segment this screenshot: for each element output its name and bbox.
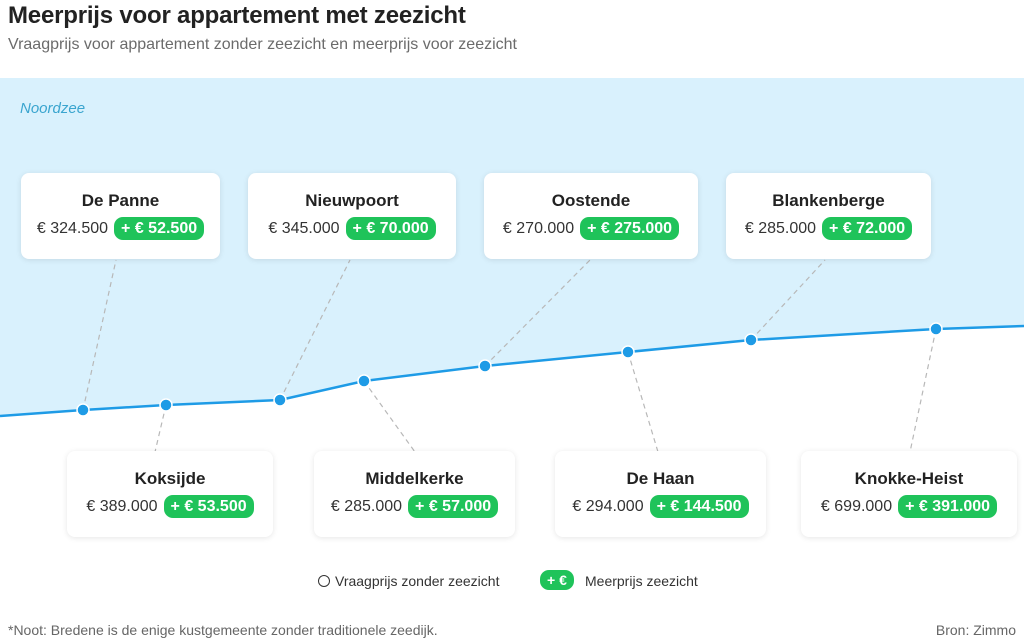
source-credit: Bron: Zimmo: [935, 622, 1016, 638]
town-premium: + € 275.000: [580, 217, 680, 240]
town-dot-nieuwpoort: [273, 393, 287, 407]
footnote: *Noot: Bredene is de enige kustgemeente …: [8, 622, 438, 638]
connector-oostende: [484, 259, 591, 367]
town-dot-de-haan: [621, 345, 635, 359]
town-card-middelkerke: Middelkerke € 285.000 + € 57.000: [314, 451, 515, 537]
town-dot-knokke-heist: [929, 322, 943, 336]
connector-nieuwpoort: [279, 259, 351, 401]
town-price: € 699.000: [820, 497, 893, 515]
town-card-oostende: Oostende € 270.000 + € 275.000: [484, 173, 698, 259]
town-name: Nieuwpoort: [305, 191, 399, 210]
legend-premium-pill: + €: [540, 570, 574, 590]
town-name: Koksijde: [134, 469, 206, 488]
town-price: € 285.000: [744, 219, 817, 237]
town-name: Middelkerke: [365, 469, 464, 488]
connector-de-panne: [82, 259, 117, 411]
legend-label-asking-price: Vraagprijs zonder zeezicht: [335, 573, 500, 589]
town-premium: + € 144.500: [649, 495, 749, 518]
town-price: € 294.000: [572, 497, 644, 515]
connector-middelkerke: [363, 380, 416, 453]
town-premium: + € 52.500: [114, 217, 205, 240]
town-dot-middelkerke: [357, 374, 371, 388]
connectors: [82, 259, 937, 453]
town-card-nieuwpoort: Nieuwpoort € 345.000 + € 70.000: [248, 173, 456, 259]
town-price: € 285.000: [330, 497, 403, 515]
town-premium: + € 391.000: [898, 495, 998, 518]
town-premium: + € 72.000: [822, 217, 913, 240]
sea-label: Noordzee: [20, 100, 86, 117]
town-dot-de-panne: [76, 403, 90, 417]
connector-koksijde: [154, 404, 167, 453]
page-title: Meerprijs voor appartement met zeezicht: [8, 2, 466, 29]
town-card-de-haan: De Haan € 294.000 + € 144.500: [555, 451, 766, 537]
town-price: € 389.000: [86, 497, 158, 515]
town-card-knokke-heist: Knokke-Heist € 699.000 + € 391.000: [801, 451, 1017, 537]
legend-label-premium: Meerprijs zeezicht: [585, 573, 698, 589]
town-dot-blankenberge: [744, 333, 758, 347]
legend: Vraagprijs zonder zeezicht + € Meerprijs…: [0, 570, 1024, 592]
town-name: Knokke-Heist: [854, 469, 964, 488]
town-price: € 270.000: [502, 219, 575, 237]
town-price: € 345.000: [268, 219, 340, 237]
town-name: Blankenberge: [772, 191, 885, 210]
town-name: Oostende: [551, 191, 631, 210]
connector-de-haan: [627, 351, 659, 453]
town-card-koksijde: Koksijde € 389.000 + € 53.500: [67, 451, 273, 537]
town-name: De Panne: [81, 191, 160, 210]
town-card-blankenberge: Blankenberge € 285.000 + € 72.000: [726, 173, 931, 259]
town-premium: + € 70.000: [345, 217, 436, 240]
town-premium: + € 53.500: [163, 495, 254, 518]
town-price: € 324.500: [36, 219, 109, 237]
connector-blankenberge: [750, 259, 826, 341]
town-card-de-panne: De Panne € 324.500 + € 52.500: [21, 173, 220, 259]
town-dot-oostende: [478, 359, 492, 373]
circle-legend-icon: [318, 575, 330, 587]
connector-knokke-heist: [909, 328, 937, 453]
town-name: De Haan: [626, 469, 695, 488]
coastline: [0, 324, 1024, 418]
town-premium: + € 57.000: [408, 495, 499, 518]
page-subtitle: Vraagprijs voor appartement zonder zeezi…: [8, 36, 517, 53]
town-dot-koksijde: [159, 398, 173, 412]
